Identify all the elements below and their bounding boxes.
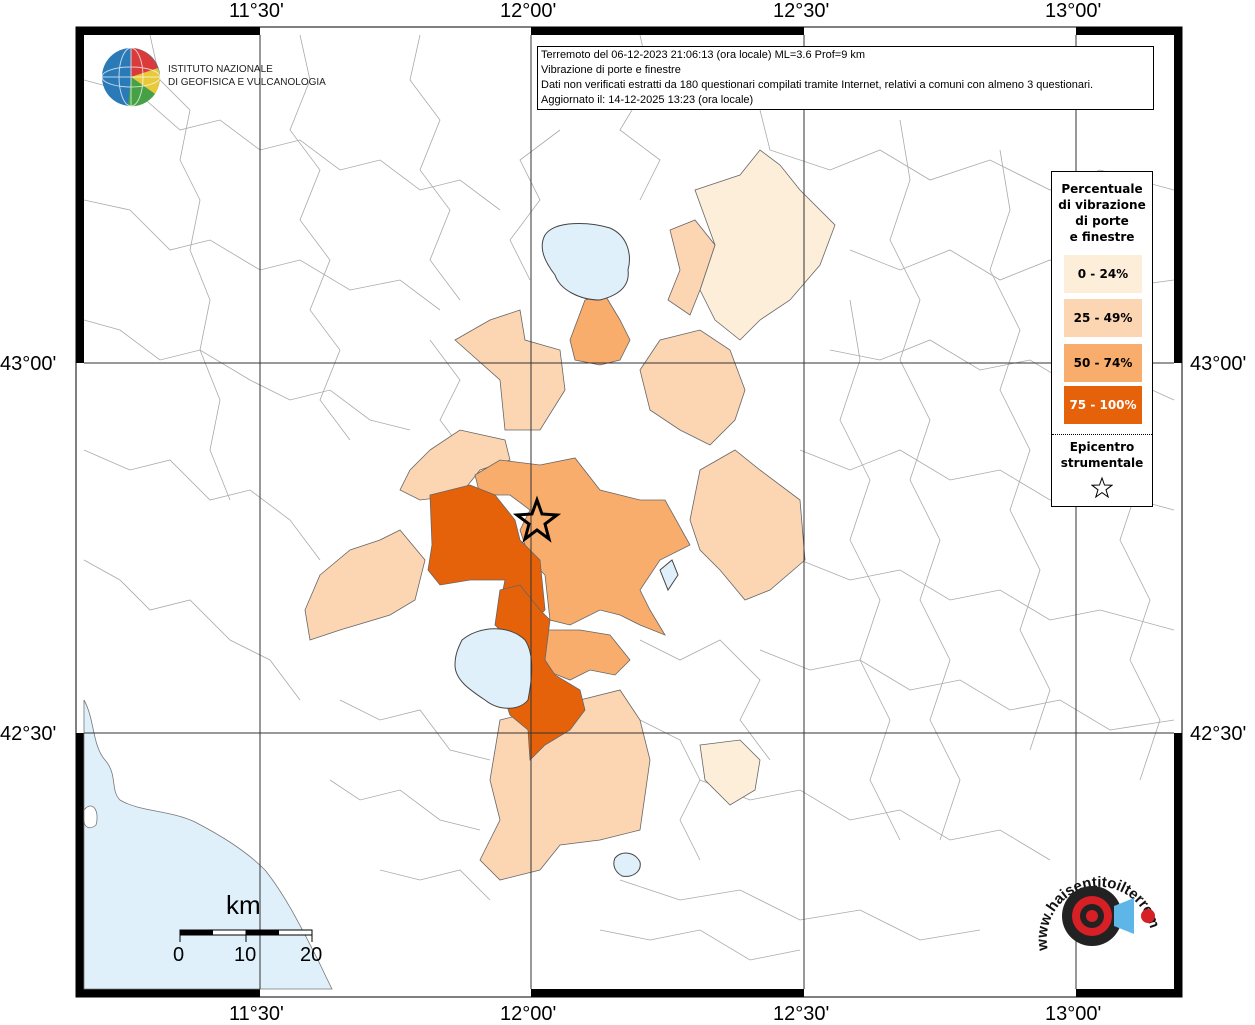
- intensity-areas: [304, 149, 836, 881]
- epicenter-legend-line: Epicentro: [1069, 440, 1135, 454]
- graticule: [84, 35, 1174, 989]
- scale-bar: [179, 929, 313, 942]
- area-25-49: [689, 449, 806, 601]
- lake-vico: [613, 852, 641, 877]
- legend-item-0-24: 0 - 24%: [1064, 255, 1142, 293]
- area-25-49: [304, 529, 426, 641]
- legend-separator: [1052, 434, 1152, 435]
- area-0-24: [699, 739, 761, 806]
- top-tick-label: 11°30': [229, 0, 284, 22]
- epicenter-star: [512, 495, 562, 543]
- legend-title-line: di vibrazione: [1058, 198, 1146, 212]
- ingv-name-line1: ISTITUTO NAZIONALE: [168, 64, 273, 75]
- right-tick-label: 43°00': [1190, 353, 1247, 375]
- area-50-74: [474, 457, 691, 636]
- top-tick-label: 12°00': [500, 0, 557, 22]
- bottom-tick-label: 12°30': [773, 1003, 830, 1025]
- area-25-49: [667, 219, 716, 316]
- frame-bars: [76, 27, 1182, 997]
- epicenter-legend-line: strumentale: [1060, 456, 1144, 470]
- bottom-tick-label: 12°00': [500, 1003, 557, 1025]
- hst-logo-icon: www.haisentitoilterremoto.it: [1025, 845, 1163, 952]
- right-tick-label: 42°30': [1190, 723, 1247, 745]
- island: [83, 805, 98, 829]
- ingv-logo: [100, 46, 162, 112]
- left-tick-label: 42°30': [0, 723, 57, 745]
- area-25-49: [639, 329, 746, 446]
- scale-label: 0: [173, 944, 185, 966]
- scale-label: 10: [234, 944, 257, 966]
- bottom-tick-label: 13°00': [1045, 1003, 1102, 1025]
- area-0-24: [694, 149, 836, 341]
- globe-icon: [101, 47, 161, 107]
- epicenter-legend-title: Epicentro strumentale: [1052, 439, 1152, 471]
- legend: Percentuale di vibrazione di porte e fin…: [1051, 171, 1153, 507]
- lake-bolsena: [454, 628, 533, 709]
- legend-title-line: di porte: [1075, 214, 1129, 228]
- lake-corbara: [659, 559, 679, 592]
- legend-title-line: Percentuale: [1061, 182, 1143, 196]
- area-25-49: [399, 429, 511, 501]
- ingv-name-line2: DI GEOFISICA E VULCANOLOGIA: [168, 77, 326, 88]
- legend-title-line: e finestre: [1069, 230, 1135, 244]
- scale-label: 20: [300, 944, 323, 966]
- legend-item-25-49: 25 - 49%: [1064, 299, 1142, 337]
- hst-logo: www.haisentitoilterremoto.it: [1025, 845, 1170, 982]
- ingv-name: ISTITUTO NAZIONALE DI GEOFISICA E VULCAN…: [168, 63, 326, 89]
- top-tick-label: 13°00': [1045, 0, 1102, 22]
- event-info-box: Terremoto del 06-12-2023 21:06:13 (ora l…: [537, 46, 1154, 110]
- sea-area: [83, 699, 333, 990]
- left-tick-label: 43°00': [0, 353, 57, 375]
- event-info-line: Aggiornato il: 14-12-2025 13:23 (ora loc…: [541, 94, 754, 106]
- top-tick-label: 12°30': [773, 0, 830, 22]
- lakes: [454, 223, 679, 877]
- event-info-line: Terremoto del 06-12-2023 21:06:13 (ora l…: [541, 49, 866, 61]
- bottom-tick-label: 11°30': [229, 1003, 284, 1025]
- scale-unit: km: [226, 890, 261, 920]
- legend-item-50-74: 50 - 74%: [1064, 344, 1142, 382]
- star-icon: [1091, 477, 1113, 499]
- area-25-49: [479, 689, 651, 881]
- legend-title: Percentuale di vibrazione di porte e fin…: [1052, 172, 1152, 245]
- event-info-line: Dati non verificati estratti da 180 ques…: [541, 79, 1094, 91]
- lake-trasimeno: [541, 223, 630, 301]
- event-info-line: Vibrazione di porte e finestre: [541, 64, 681, 76]
- area-50-74: [569, 294, 631, 366]
- area-25-49: [454, 309, 566, 431]
- legend-item-75-100: 75 - 100%: [1064, 386, 1142, 424]
